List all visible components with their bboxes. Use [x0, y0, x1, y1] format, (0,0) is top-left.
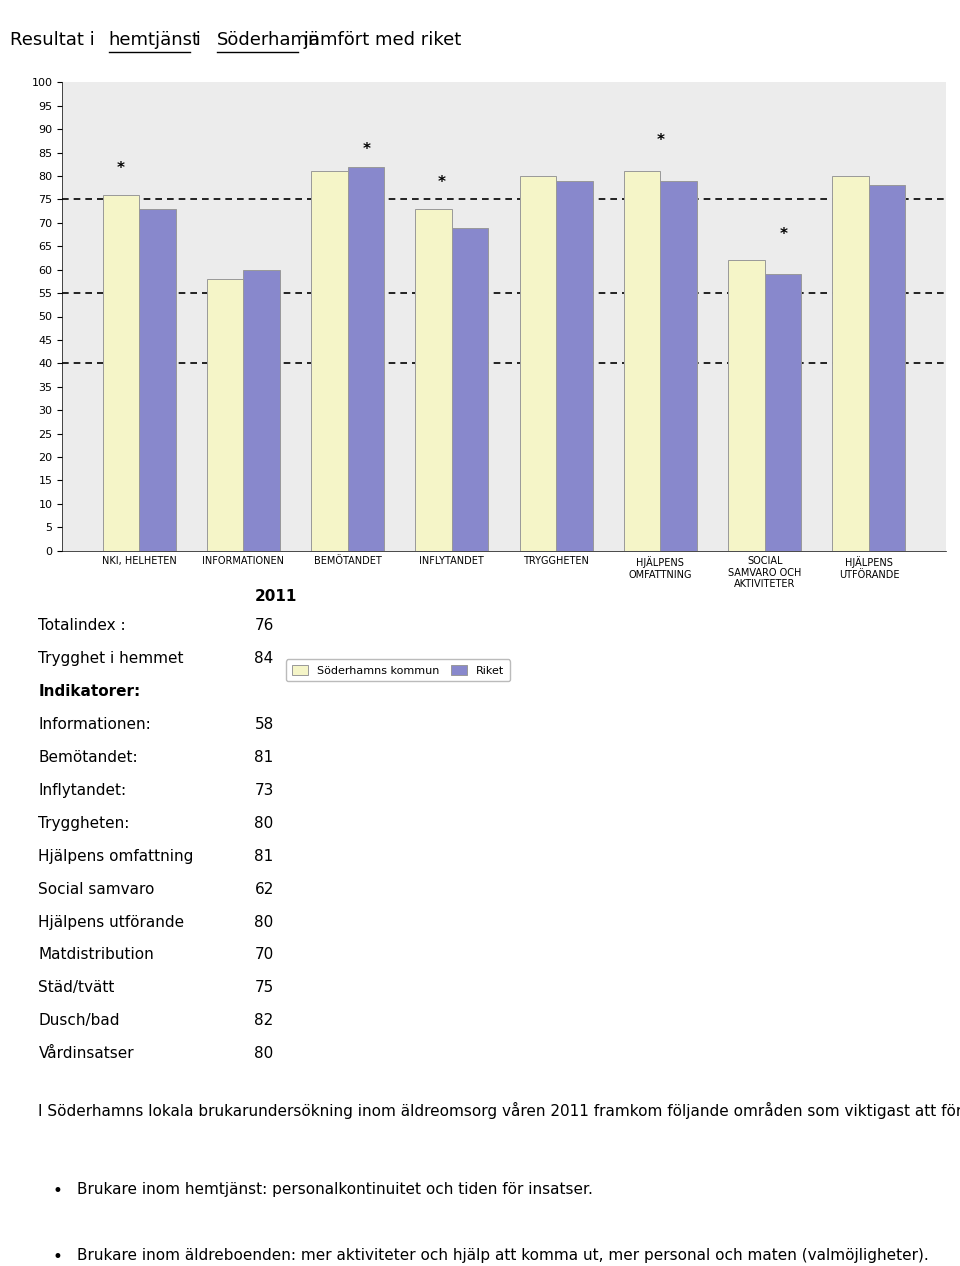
- Text: 80: 80: [254, 914, 274, 929]
- Text: Trygghet i hemmet: Trygghet i hemmet: [38, 651, 184, 666]
- Text: Brukare inom hemtjänst: personalkontinuitet och tiden för insatser.: Brukare inom hemtjänst: personalkontinui…: [77, 1181, 592, 1196]
- Text: *: *: [362, 142, 371, 157]
- Text: 70: 70: [254, 947, 274, 962]
- Text: *: *: [657, 133, 664, 148]
- Text: Inflytandet:: Inflytandet:: [38, 782, 127, 798]
- Text: 2011: 2011: [254, 589, 297, 604]
- Bar: [103, 195, 139, 551]
- Bar: [832, 176, 869, 551]
- Text: I Söderhamns lokala brukarundersökning inom äldreomsorg våren 2011 framkom följ: I Söderhamns lokala brukarundersökning …: [38, 1101, 960, 1119]
- Text: Hjälpens utförande: Hjälpens utförande: [38, 914, 184, 929]
- Text: •: •: [53, 1181, 62, 1200]
- Bar: [139, 209, 176, 551]
- Text: Hjälpens omfattning: Hjälpens omfattning: [38, 848, 194, 863]
- Text: Städ/tvätt: Städ/tvätt: [38, 980, 115, 995]
- Text: Informationen:: Informationen:: [38, 717, 151, 732]
- Bar: [416, 209, 452, 551]
- Text: 58: 58: [254, 717, 274, 732]
- Text: 80: 80: [254, 1046, 274, 1061]
- Text: 81: 81: [254, 749, 274, 765]
- Text: Vårdinsatser: Vårdinsatser: [38, 1046, 134, 1061]
- Text: 76: 76: [254, 618, 274, 633]
- Bar: [452, 228, 489, 551]
- Bar: [519, 176, 556, 551]
- Bar: [556, 181, 592, 551]
- Text: Dusch/bad: Dusch/bad: [38, 1013, 120, 1028]
- Bar: [660, 181, 697, 551]
- Text: *: *: [438, 175, 445, 190]
- Text: Tryggheten:: Tryggheten:: [38, 815, 130, 830]
- Bar: [624, 171, 660, 551]
- Text: 73: 73: [254, 782, 274, 798]
- Text: 62: 62: [254, 881, 274, 896]
- Bar: [311, 171, 348, 551]
- Text: Social samvaro: Social samvaro: [38, 881, 155, 896]
- Text: Indikatorer:: Indikatorer:: [38, 684, 141, 699]
- Text: Brukare inom äldreboenden: mer aktiviteter och hjälp att komma ut, mer personal : Brukare inom äldreboenden: mer aktivitet…: [77, 1247, 928, 1262]
- Text: Matdistribution: Matdistribution: [38, 947, 155, 962]
- Bar: [869, 185, 905, 551]
- Text: Söderhamn: Söderhamn: [217, 30, 320, 49]
- Text: i: i: [189, 30, 206, 49]
- Bar: [729, 261, 765, 551]
- Text: Resultat i: Resultat i: [10, 30, 100, 49]
- Text: 82: 82: [254, 1013, 274, 1028]
- Text: Totalindex :: Totalindex :: [38, 618, 126, 633]
- Text: 84: 84: [254, 651, 274, 666]
- Text: jämfört med riket: jämfört med riket: [298, 30, 461, 49]
- Text: 81: 81: [254, 848, 274, 863]
- Text: Bemötandet:: Bemötandet:: [38, 749, 138, 765]
- Text: 80: 80: [254, 815, 274, 830]
- Text: *: *: [116, 161, 124, 176]
- Legend: Söderhamns kommun, Riket: Söderhamns kommun, Riket: [286, 660, 510, 681]
- Bar: [765, 275, 802, 551]
- Text: hemtjänst: hemtjänst: [108, 30, 200, 49]
- Text: •: •: [53, 1247, 62, 1266]
- Bar: [243, 270, 279, 551]
- Bar: [206, 279, 243, 551]
- Text: *: *: [780, 227, 787, 242]
- Text: 75: 75: [254, 980, 274, 995]
- Bar: [348, 167, 384, 551]
